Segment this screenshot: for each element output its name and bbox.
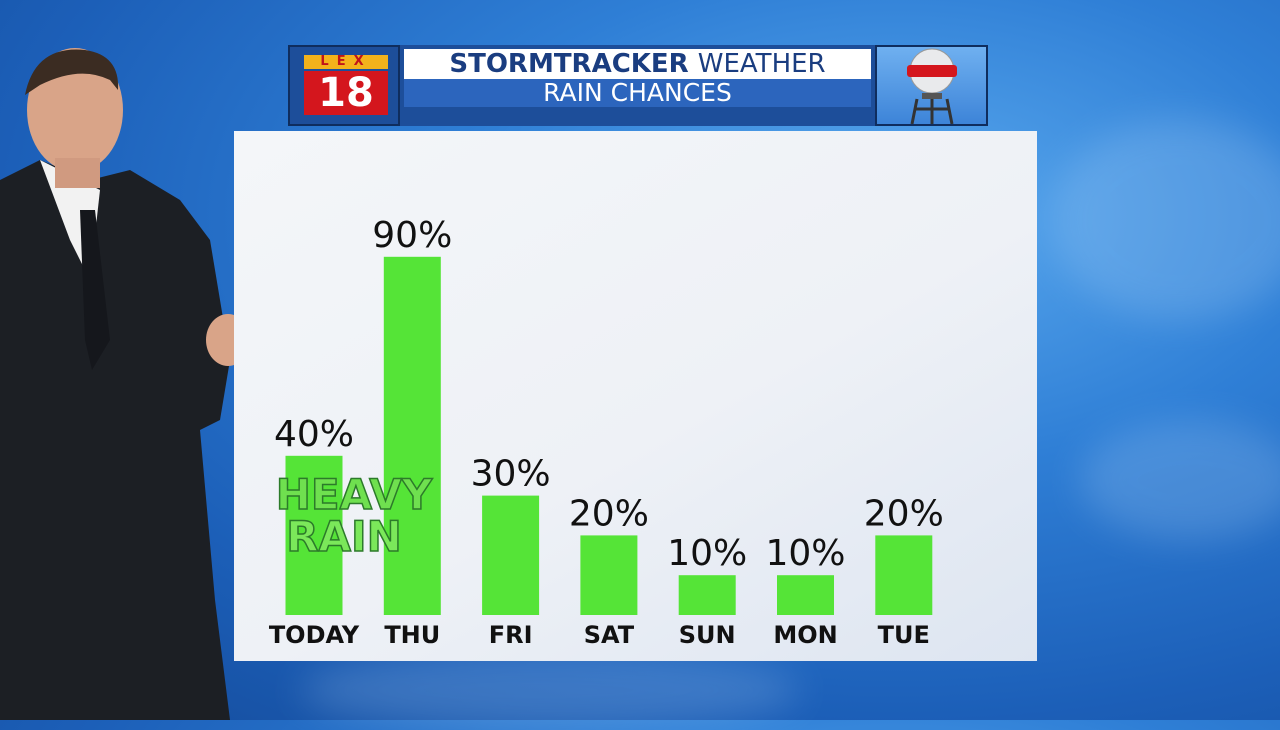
tick-label-mon: MON [773, 621, 837, 649]
graphic-title: STORMTRACKER WEATHER [404, 49, 871, 79]
tick-label-tue: TUE [878, 621, 930, 649]
data-label-sun: 10% [667, 533, 747, 574]
tick-label-fri: FRI [489, 621, 533, 649]
background-cloud [1050, 120, 1280, 320]
presenter-figure [0, 48, 250, 720]
background-cloud [1080, 420, 1280, 540]
bar-thu [383, 256, 441, 615]
bar-sun [678, 575, 736, 615]
title-light: WEATHER [697, 49, 826, 79]
data-label-tue: 20% [864, 493, 944, 534]
title-bold: STORMTRACKER [449, 49, 689, 79]
bar-today [285, 455, 343, 615]
broadcast-header: LEX 18 STORMTRACKER WEATHER RAIN CHANCES [288, 45, 988, 126]
bar-tue [875, 535, 933, 615]
doppler-tower-icon [875, 45, 988, 126]
data-label-fri: 30% [471, 454, 551, 495]
data-label-sat: 20% [569, 493, 649, 534]
bar-mon [777, 575, 834, 615]
tick-label-thu: THU [384, 621, 440, 649]
annotation-rain: RAIN [286, 512, 402, 561]
tick-label-sun: SUN [679, 621, 736, 649]
station-logo: LEX 18 [288, 45, 400, 126]
annotation-heavy: HEAVY [276, 470, 433, 519]
data-label-mon: 10% [765, 533, 845, 574]
bar-sat [580, 535, 638, 615]
logo-number: 18 [304, 71, 388, 115]
logo-lex-text: LEX [304, 55, 388, 69]
title-banner: STORMTRACKER WEATHER RAIN CHANCES [400, 45, 875, 126]
bar-fri [482, 495, 540, 615]
graphic-subtitle: RAIN CHANCES [404, 79, 871, 107]
rain-chance-chart: 40% TODAY 90% THU 30% FRI 20% SAT 10% SUN 10% MON 20… [234, 131, 1037, 661]
bar-chart-svg: 40% TODAY 90% THU 30% FRI 20% SAT 10% SUN 10% MON 20… [269, 215, 944, 649]
data-label-thu: 90% [372, 215, 452, 256]
data-label-today: 40% [274, 414, 354, 455]
tick-label-today: TODAY [269, 621, 360, 649]
tick-label-sat: SAT [584, 621, 635, 649]
background-cloud [300, 650, 800, 730]
